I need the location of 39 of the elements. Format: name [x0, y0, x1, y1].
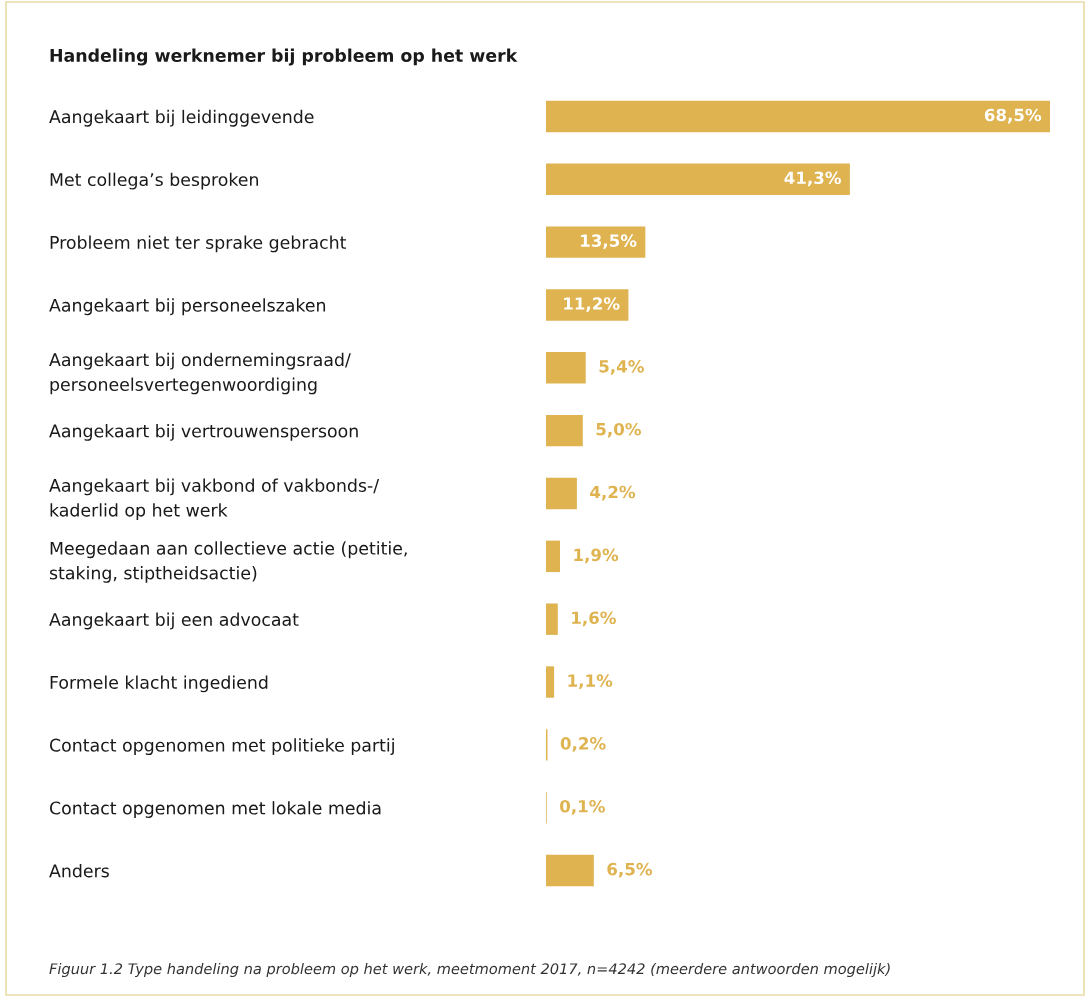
text: Handeling werknemer bij probleem op het werk: [50, 48, 518, 66]
bar: [546, 226, 646, 258]
bar: [546, 666, 555, 698]
y-tick-label: Aangekaart bij vakbond of vakbonds-/ kaderlid op het werk: [49, 478, 380, 521]
y-tick-label: Aangekaart bij personeelszaken: [49, 298, 326, 316]
data-label: 1,6%: [572, 611, 616, 627]
y-tick-label: Formele klacht ingediend: [50, 675, 268, 693]
bar: [546, 540, 560, 573]
data-label: 1,1%: [568, 674, 613, 689]
text: Figuur 1.2 Type handeling na probleem op het werk, meetmoment 2017, n=4242 (meerdere antwoorden mogelijk): [49, 962, 890, 978]
data-label: 0,1%: [560, 799, 605, 815]
y-tick-label: Aangekaart bij ondernemingsraad/ personeelsvertegenwoordiging: [49, 352, 351, 395]
y-tick-label: Contact opgenomen met lokale media: [49, 801, 381, 818]
data-label: 4,2%: [590, 485, 636, 501]
y-tick-label: Contact opgenomen met politieke partij: [49, 738, 394, 756]
data-label: 0,2%: [560, 737, 606, 752]
bar: [546, 477, 577, 510]
y-tick-label: Aangekaart bij vertrouwenspersoon: [49, 424, 358, 441]
data-label: 11,2%: [564, 297, 620, 312]
bar: [546, 289, 629, 321]
data-label: 41,3%: [784, 171, 842, 187]
bar: [546, 100, 1050, 133]
y-tick-label: Met collega’s besproken: [50, 172, 258, 190]
y-tick-label: Anders: [49, 863, 109, 878]
bar: [546, 603, 558, 635]
data-label: 68,5%: [984, 108, 1042, 124]
bar: [546, 854, 594, 887]
y-tick-label: Probleem niet ter sprake gebracht: [50, 235, 347, 253]
data-label: 5,4%: [599, 360, 644, 375]
data-label: 5,0%: [596, 422, 641, 438]
data-label: 6,5%: [607, 862, 653, 878]
y-tick-label: Aangekaart bij leidinggevende: [49, 109, 314, 127]
y-tick-label: Meegedaan aan collectieve actie (petitie, staking, stiptheidsactie): [49, 541, 407, 583]
data-label: 1,9%: [574, 548, 619, 564]
y-tick-label: Aangekaart bij een advocaat: [49, 612, 299, 630]
data-label: 13,5%: [581, 234, 637, 250]
bar: [546, 414, 583, 447]
bar: [546, 352, 586, 384]
bar: [546, 163, 850, 195]
